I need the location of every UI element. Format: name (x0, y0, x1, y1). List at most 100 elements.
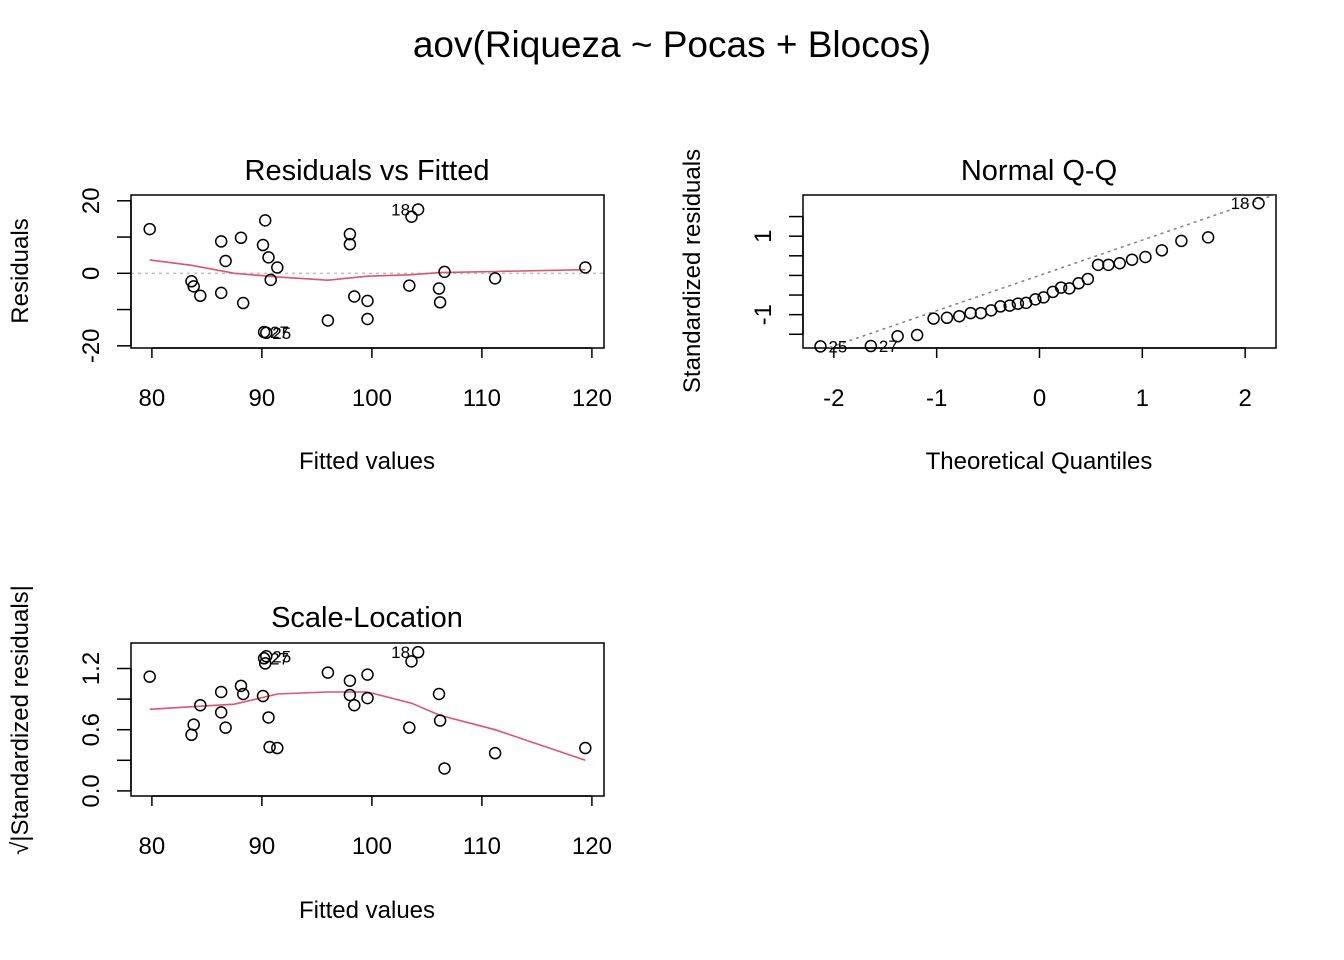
residuals-vs-fitted-x-tick-label: 120 (572, 385, 612, 412)
residuals-vs-fitted-point (234, 231, 248, 245)
residuals-vs-fitted-smooth-line (149, 259, 586, 282)
normal-qq-point (1155, 244, 1169, 257)
normal-qq-point (953, 309, 966, 323)
normal-qq-x-tick-label: -2 (823, 385, 844, 412)
scale-location-point (348, 698, 361, 712)
residuals-vs-fitted-point (438, 265, 451, 279)
scale-location-x-tick-label: 100 (352, 833, 392, 860)
normal-qq-reference-line (825, 195, 1276, 348)
scale-location-point (257, 652, 271, 665)
scale-location-point (361, 668, 374, 681)
scale-location-point (579, 741, 592, 755)
normal-qq-point (1125, 253, 1139, 266)
normal-qq-x-tick-label: -1 (926, 385, 947, 412)
residuals-vs-fitted-point (214, 235, 228, 248)
residuals-vs-fitted-point (219, 254, 232, 268)
figure-title: aov(Riqueza ~ Pocas + Blocos) (413, 24, 931, 65)
residuals-vs-fitted-point (271, 261, 284, 274)
residuals-vs-fitted-point (348, 290, 361, 303)
normal-qq-point-label: 18 (1231, 194, 1250, 213)
normal-qq-point (964, 306, 977, 320)
residuals-vs-fitted-point (411, 203, 425, 216)
scale-location-y-tick-label: 1.2 (78, 652, 105, 685)
normal-qq-point (940, 311, 954, 325)
scale-location-point (256, 689, 270, 703)
normal-qq-plot-area: -2 -1 0 1 2 -1 1 25 27 18 (750, 194, 1277, 412)
normal-qq-point-label: 25 (828, 337, 847, 356)
normal-qq-point (994, 300, 1007, 313)
scale-location-frame (130, 642, 605, 797)
normal-qq-ylabel: Standardized residuals (679, 149, 706, 393)
normal-qq-frame (802, 194, 1277, 349)
scale-location-x-tick-label: 110 (463, 833, 501, 860)
residuals-vs-fitted-x-tick-label: 110 (463, 385, 501, 412)
normal-qq-point (891, 329, 904, 343)
scale-location-point-label: 18 (391, 643, 410, 662)
residuals-vs-fitted-y-tick-label: -20 (78, 328, 105, 363)
normal-qq-point (1037, 291, 1050, 304)
scale-location-point (403, 721, 416, 734)
residuals-vs-fitted-point-label: 27 (270, 323, 289, 342)
scale-location-point (258, 657, 272, 670)
normal-qq-point (1054, 281, 1068, 294)
residuals-vs-fitted-point (262, 251, 275, 264)
scale-location-point (432, 687, 446, 701)
scale-location-point (263, 740, 276, 754)
normal-qq-point (1029, 293, 1042, 306)
scale-location-point (433, 714, 447, 727)
residuals-vs-fitted-point (343, 227, 357, 241)
normal-qq-point (1139, 250, 1152, 264)
normal-qq-point (1201, 231, 1215, 244)
residuals-vs-fitted-title: Residuals vs Fitted (245, 155, 490, 187)
scale-location-y-tick-label: 0.6 (78, 713, 105, 746)
normal-qq-xlabel: Theoretical Quantiles (926, 448, 1153, 475)
normal-qq-y-tick-label: 1 (750, 230, 777, 243)
scale-location-title: Scale-Location (271, 602, 463, 634)
residuals-vs-fitted-point (488, 272, 502, 285)
scale-location-point (236, 687, 250, 701)
normal-qq-point-label: 27 (879, 337, 898, 356)
residuals-vs-fitted-panel: Residuals vs Fitted Fitted values Residu… (7, 155, 612, 475)
residuals-vs-fitted-point (143, 222, 156, 236)
normal-qq-y-tick-label: -1 (750, 304, 777, 325)
residuals-vs-fitted-point (432, 282, 446, 295)
scale-location-x-tick-label: 120 (572, 833, 612, 860)
residuals-vs-fitted-point (264, 273, 277, 287)
scale-location-y-tick-label: 0.0 (78, 774, 105, 807)
scale-location-point (438, 762, 451, 775)
residuals-vs-fitted-point (236, 296, 250, 310)
scale-location-x-tick-label: 90 (249, 833, 276, 860)
scale-location-point (194, 698, 207, 712)
normal-qq-x-tick-label: 2 (1238, 385, 1251, 412)
residuals-vs-fitted-y-tick-label: 0 (78, 267, 105, 280)
normal-qq-title: Normal Q-Q (961, 155, 1117, 187)
residuals-vs-fitted-point (361, 312, 374, 326)
residuals-vs-fitted-point-label: 25 (272, 324, 291, 343)
residuals-vs-fitted-y-tick-label: 20 (78, 187, 105, 214)
residuals-vs-fitted-x-tick-label: 90 (249, 385, 276, 412)
residuals-vs-fitted-point-label: 18 (391, 201, 410, 220)
residuals-vs-fitted-point (405, 210, 418, 224)
scale-location-point (185, 728, 198, 742)
residuals-vs-fitted-point (187, 280, 200, 293)
normal-qq-point (910, 328, 924, 342)
scale-location-panel: Scale-Location Fitted values √|Standardi… (7, 585, 612, 924)
scale-location-smooth-line (149, 691, 586, 762)
residuals-vs-fitted-x-tick-label: 80 (139, 385, 166, 412)
residuals-vs-fitted-point (194, 289, 207, 303)
scale-location-point (143, 670, 156, 683)
scale-location-point (219, 721, 232, 734)
scale-location-point (488, 746, 502, 760)
scale-location-ylabel: √|Standardized residuals| (7, 585, 34, 855)
normal-qq-point (1091, 258, 1105, 272)
normal-qq-panel: Normal Q-Q Theoretical Quantiles Standar… (679, 149, 1277, 475)
residuals-vs-fitted-point (258, 214, 272, 227)
scale-location-point (271, 741, 284, 755)
scale-location-point (234, 679, 248, 693)
scale-location-x-tick-label: 80 (139, 833, 166, 860)
residuals-vs-fitted-point (433, 296, 447, 309)
scale-location-point-label: 27 (270, 649, 289, 668)
